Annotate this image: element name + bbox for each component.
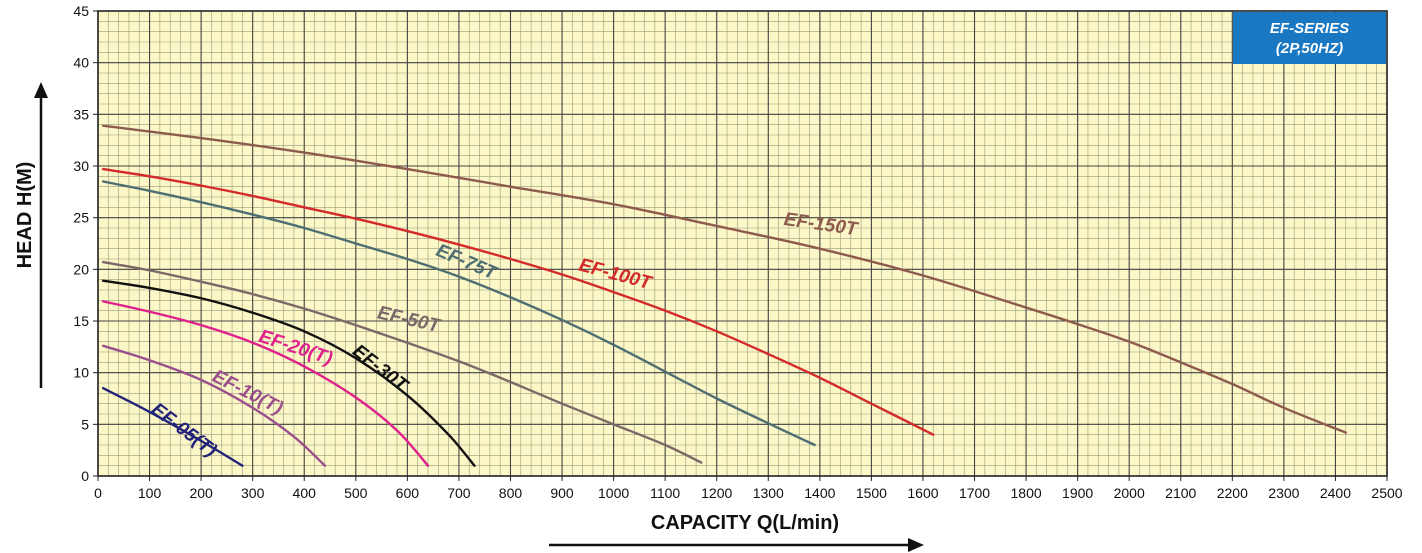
x-tick-label: 0 [94,485,102,501]
y-tick-label: 35 [73,106,89,122]
x-tick-label: 1300 [753,485,784,501]
x-tick-label: 200 [189,485,213,501]
plot-background [98,11,1387,476]
y-tick-label: 5 [81,416,89,432]
x-tick-label: 100 [138,485,162,501]
x-tick-label: 2500 [1371,485,1402,501]
x-tick-label: 2200 [1217,485,1248,501]
y-tick-label: 45 [73,3,89,19]
x-tick-label: 400 [293,485,317,501]
y-axis-arrow-head [34,82,48,98]
x-tick-label: 1900 [1062,485,1093,501]
x-tick-label: 1000 [598,485,629,501]
y-tick-label: 15 [73,313,89,329]
y-tick-label: 25 [73,210,89,226]
series-line-ef-75t [101,180,816,447]
y-axis-title: HEAD H(M) [14,162,36,269]
x-tick-label: 700 [447,485,471,501]
plot-frame [97,10,1388,477]
x-tick-label: 1600 [907,485,938,501]
series-badge-box [1233,12,1386,64]
series-badge: EF-SERIES (2P,50HZ) [1233,12,1386,64]
series-badge-line1: EF-SERIES [1270,20,1349,37]
y-tick-label: 40 [73,55,89,71]
y-tick-label: 0 [81,468,89,484]
y-tick-label: 20 [73,261,89,277]
x-tick-label: 2100 [1165,485,1196,501]
series-line-ef-50t [101,260,703,464]
x-tick-label: 1100 [650,485,680,501]
series-line-ef-10-t [101,344,327,467]
x-axis-arrow-head [908,538,924,552]
x-tick-label: 500 [344,485,368,501]
series-line-ef-05-t [101,386,244,467]
x-tick-label: 900 [550,485,574,501]
x-tick-label: 1400 [804,485,835,501]
x-tick-labels: 0 100 200 300 400 500 600 700 800 900 1000 1100 1200… [94,476,1403,501]
x-tick-label: 800 [499,485,523,501]
x-tick-label: 2400 [1320,485,1351,501]
x-tick-label: 600 [396,485,420,501]
x-tick-label: 2000 [1114,485,1145,501]
x-tick-label: 1800 [1011,485,1042,501]
y-tick-labels: 0 5 10 15 20 25 30 35 40 45 [73,3,98,484]
x-tick-label: 2300 [1268,485,1299,501]
series-line-ef-20-t [101,300,430,467]
series-badge-line2: (2P,50HZ) [1276,40,1343,57]
series-line-ef-30t [101,279,476,467]
y-tick-label: 30 [73,158,89,174]
plot-area [98,11,1387,476]
series-line-ef-150t [101,124,1347,434]
x-tick-label: 1200 [701,485,732,501]
series-layer [101,124,1347,467]
x-tick-label: 300 [241,485,265,501]
x-tick-label: 1700 [959,485,990,501]
series-line-ef-100t [101,167,935,436]
x-tick-label: 1500 [856,485,887,501]
x-axis-title: CAPACITY Q(L/min) [651,512,839,534]
y-tick-label: 10 [73,365,89,381]
